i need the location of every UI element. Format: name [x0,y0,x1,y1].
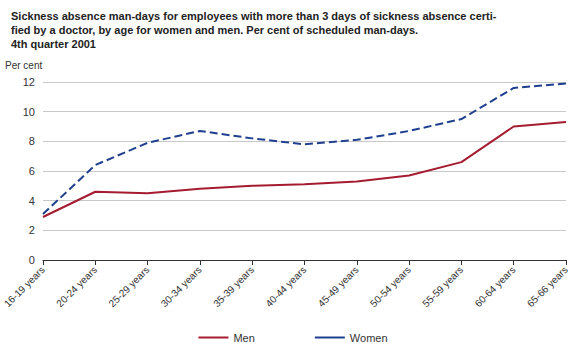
svg-text:55-59 years: 55-59 years [420,264,465,309]
svg-text:60-64 years: 60-64 years [473,264,518,309]
svg-text:6: 6 [29,165,35,177]
svg-text:Per cent: Per cent [5,60,42,71]
svg-text:4th quarter 2001: 4th quarter 2001 [11,38,96,50]
svg-text:Men: Men [233,332,254,344]
svg-text:Sickness absence man-days for: Sickness absence man-days for employees … [11,10,497,22]
svg-text:4: 4 [29,195,35,207]
svg-text:8: 8 [29,135,35,147]
svg-text:50-54 years: 50-54 years [368,264,413,309]
svg-text:fied by a doctor, by age for w: fied by a doctor, by age for women and m… [11,24,418,36]
svg-text:16-19 years: 16-19 years [2,264,47,309]
svg-text:40-44 years: 40-44 years [263,264,308,309]
svg-text:2: 2 [29,224,35,236]
svg-text:20-24 years: 20-24 years [54,264,99,309]
svg-text:10: 10 [23,106,35,118]
svg-text:Women: Women [350,332,388,344]
svg-text:35-39 years: 35-39 years [211,264,256,309]
svg-text:30-34 years: 30-34 years [159,264,204,309]
svg-text:45-49 years: 45-49 years [316,264,361,309]
svg-text:12: 12 [23,76,35,88]
svg-text:25-29 years: 25-29 years [106,264,151,309]
svg-text:0: 0 [29,254,35,266]
svg-text:65-66 years: 65-66 years [525,264,570,309]
